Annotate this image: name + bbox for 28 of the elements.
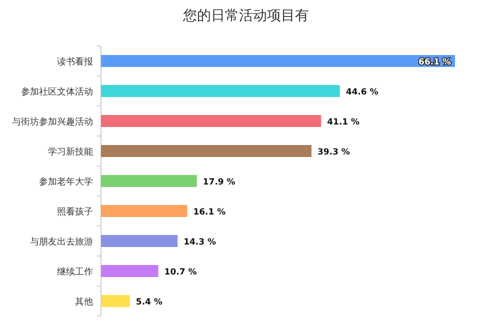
y-tick-label: 学习新技能	[48, 146, 93, 158]
data-label: 39.3 %	[317, 148, 350, 158]
data-label: 14.3 %	[184, 238, 217, 248]
bar	[101, 115, 322, 127]
chart-title: 您的日常活动项目有	[182, 8, 309, 24]
y-tick-label: 其他	[75, 296, 93, 308]
bar	[101, 55, 455, 67]
data-label: 16.1 %	[193, 208, 226, 218]
data-label: 17.9 %	[202, 178, 236, 188]
y-tick-label: 参加老年大学	[39, 176, 93, 188]
bar	[101, 235, 178, 247]
bar	[101, 85, 340, 97]
data-label: 44.6 %	[346, 88, 379, 98]
bar	[101, 145, 312, 157]
bar	[101, 265, 158, 277]
y-tick-label: 继续工作	[57, 266, 93, 278]
y-tick-label: 照看孩子	[57, 206, 93, 218]
y-tick-label: 读书看报	[57, 56, 93, 68]
y-tick-label: 与朋友出去旅游	[30, 236, 93, 248]
data-label: 5.4 %	[136, 298, 163, 308]
data-label: 41.1 %	[327, 118, 360, 128]
y-tick-label: 参加社区文体活动	[21, 86, 93, 98]
bar	[101, 295, 130, 307]
y-tick-label: 与街坊参加兴趣活动	[12, 116, 93, 128]
bar	[101, 175, 197, 187]
data-label: 66.1 %	[418, 58, 452, 68]
data-label: 10.7 %	[164, 268, 198, 278]
bar	[101, 205, 188, 217]
